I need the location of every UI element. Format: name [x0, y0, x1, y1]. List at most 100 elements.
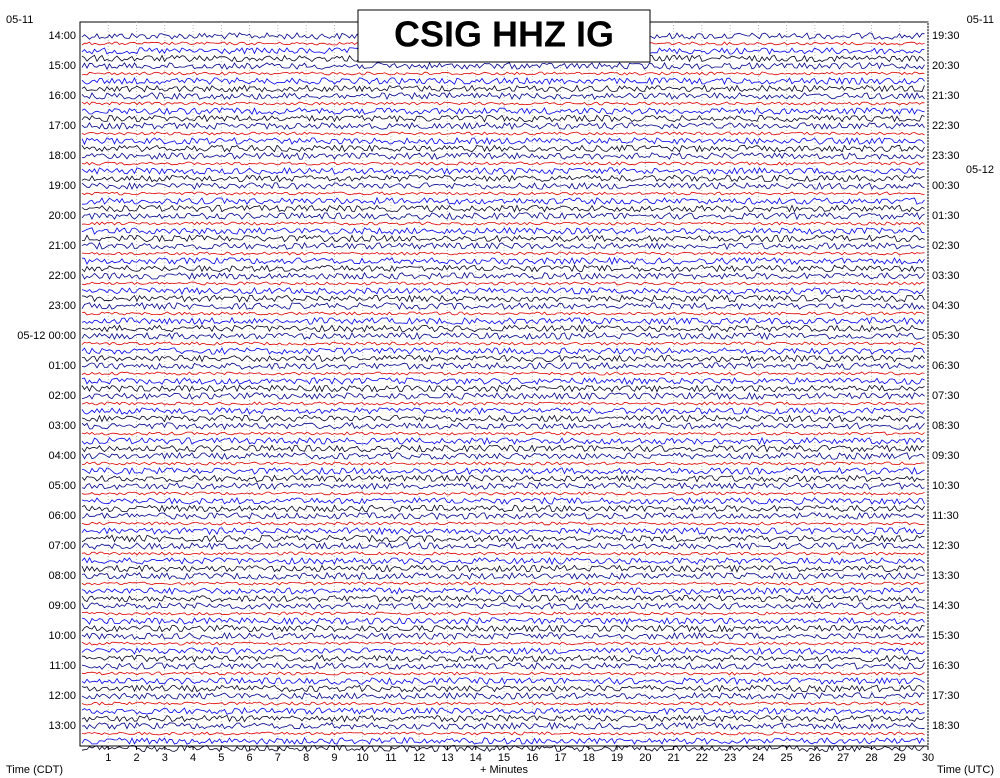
waveform: [81, 316, 925, 326]
y-tick-label: 20:00: [48, 210, 76, 222]
x-tick-label: 28: [865, 752, 877, 764]
x-tick-label: 16: [526, 752, 538, 764]
waveform: [81, 744, 925, 753]
waveform: [81, 234, 925, 243]
waveform: [81, 181, 925, 191]
waveform: [81, 287, 925, 296]
waveform: [81, 377, 925, 386]
waveform: [81, 474, 925, 483]
y-tick-label: 09:00: [48, 600, 76, 612]
waveform: [81, 191, 925, 196]
x-tick-label: 18: [583, 752, 595, 764]
waveform: [81, 331, 925, 341]
x-tick-label: 5: [218, 752, 224, 764]
x-tick-label: 27: [837, 752, 849, 764]
waveform: [81, 61, 925, 71]
x-tick-label: 7: [275, 752, 281, 764]
waveform: [81, 391, 925, 400]
y-tick-label: 23:00: [48, 300, 76, 312]
waveform: [81, 632, 925, 640]
waveform: [81, 556, 925, 566]
waveform: [81, 611, 925, 616]
waveform: [81, 324, 925, 333]
waveform: [81, 144, 925, 153]
x-tick-label: 23: [724, 752, 736, 764]
waveform: [81, 422, 925, 431]
x-tick-label: 22: [696, 752, 708, 764]
y-tick-label: 16:30: [932, 660, 960, 672]
y-tick-label: 08:30: [932, 420, 960, 432]
waveform: [81, 91, 925, 101]
waveform: [81, 496, 925, 505]
x-tick-label: 6: [247, 752, 253, 764]
waveform: [81, 251, 925, 256]
waveform: [81, 281, 925, 286]
x-tick-label: 30: [922, 752, 934, 764]
waveform: [81, 504, 925, 513]
waveform: [81, 84, 925, 93]
waveform: [81, 354, 925, 363]
waveform: [81, 436, 925, 446]
y-tick-label: 19:00: [48, 180, 76, 192]
waveform: [81, 491, 925, 496]
date-label: 05-11: [6, 14, 33, 26]
y-tick-label: 01:00: [48, 360, 76, 372]
y-tick-label: 15:30: [932, 630, 960, 642]
y-tick-label: 19:30: [932, 30, 960, 42]
waveform: [81, 361, 925, 370]
waveform: [81, 204, 925, 213]
y-tick-label: 04:00: [48, 450, 76, 462]
waveform: [81, 721, 925, 731]
waveform: [81, 564, 925, 573]
waveform: [81, 641, 925, 646]
waveform: [81, 221, 925, 226]
waveform: [81, 581, 925, 586]
y-tick-label: 10:00: [48, 630, 76, 642]
waveform: [81, 71, 925, 76]
waveform: [81, 241, 925, 251]
waveform: [81, 136, 925, 146]
y-tick-label: 09:30: [932, 450, 960, 462]
waveform: [81, 227, 925, 235]
x-tick-label: 19: [611, 752, 623, 764]
date-label: 05-12: [966, 164, 994, 176]
y-tick-label: 22:30: [932, 120, 960, 132]
waveform: [81, 151, 925, 160]
waveform: [81, 521, 925, 526]
y-tick-label: 04:30: [932, 300, 960, 312]
y-tick-label: 18:30: [932, 720, 960, 732]
x-tick-label: 25: [781, 752, 793, 764]
y-tick-label: 01:30: [932, 210, 960, 222]
x-tick-label: 4: [190, 752, 196, 764]
y-tick-label: 15:00: [48, 60, 76, 72]
waveform: [81, 461, 925, 466]
x-tick-label: 15: [498, 752, 510, 764]
y-tick-label: 23:30: [932, 150, 960, 162]
waveform: [81, 654, 925, 663]
x-tick-label: 12: [413, 752, 425, 764]
waveform: [81, 731, 925, 736]
waveform: [81, 131, 925, 136]
waveform: [81, 341, 925, 346]
waveform: [81, 602, 925, 610]
y-tick-label: 06:00: [48, 510, 76, 522]
waveform: [81, 114, 925, 123]
waveform: [81, 466, 925, 475]
y-tick-label: 02:00: [48, 390, 76, 402]
waveform: [81, 174, 925, 183]
x-tick-label: 3: [162, 752, 168, 764]
y-tick-label: 14:00: [48, 30, 76, 42]
waveform: [81, 256, 925, 266]
waveform: [81, 384, 925, 393]
waveform: [81, 371, 925, 376]
x-tick-label: 10: [357, 752, 369, 764]
y-tick-label: 22:00: [48, 270, 76, 282]
waveform: [81, 347, 925, 355]
waveform: [81, 311, 925, 316]
x-tick-label: 17: [554, 752, 566, 764]
waveform: [81, 551, 925, 556]
waveform: [81, 714, 925, 723]
waveform: [81, 701, 925, 706]
waveform: [81, 671, 925, 676]
y-tick-label: 21:30: [932, 90, 960, 102]
